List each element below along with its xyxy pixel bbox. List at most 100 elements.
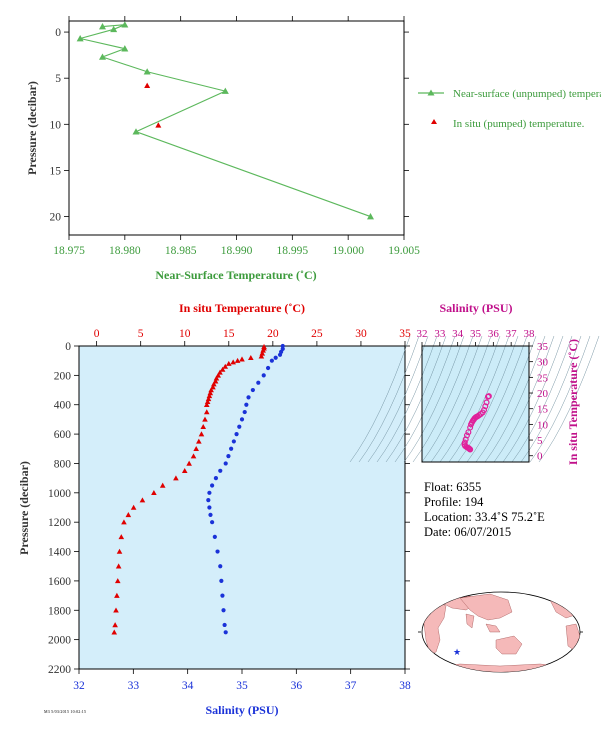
temperature-tick-label: 15	[223, 328, 235, 340]
salinity-tick-label: 33	[128, 680, 140, 692]
salinity-point	[215, 549, 220, 554]
density-contour	[421, 335, 483, 463]
temperature-point	[248, 354, 254, 360]
unpumped-temperature-point	[132, 128, 140, 135]
temperature-point	[200, 423, 207, 429]
y-tick-label: 15	[50, 165, 62, 177]
salinity-point	[207, 505, 212, 510]
density-contour	[502, 335, 564, 463]
salinity-tick-label: 36	[291, 680, 303, 692]
density-contour	[358, 335, 420, 463]
salinity-point	[210, 520, 215, 525]
ts-plot-area	[421, 345, 530, 463]
salinity-point	[213, 476, 219, 481]
density-contour	[484, 335, 546, 463]
temperature-point	[118, 534, 125, 540]
unpumped-temperature-point	[110, 25, 118, 33]
salinity-tick-label: 34	[182, 680, 194, 692]
unpumped-temperature-point	[99, 23, 106, 30]
temperature-point	[196, 438, 202, 444]
unpumped-temperature-line	[80, 24, 371, 218]
ts-x-tick-label: 37	[506, 328, 518, 340]
pressure-tick-label: 400	[54, 400, 72, 412]
ts-x-tick-label: 32	[417, 328, 428, 340]
temperature-point	[151, 490, 157, 496]
pressure-tick-label: 0	[65, 341, 71, 353]
density-contour	[385, 335, 447, 463]
profile-number: Profile: 194	[424, 495, 484, 509]
temperature-point	[207, 390, 214, 396]
ts-points	[461, 393, 492, 453]
ts-x-tick-label: 35	[470, 328, 482, 340]
salinity-point	[244, 402, 249, 407]
temperature-point	[173, 475, 179, 481]
temperature-point	[208, 387, 214, 393]
salinity-tick-label: 37	[345, 680, 357, 692]
profile-plot-area	[78, 345, 406, 670]
ts-y-tick-label: 30	[537, 357, 549, 369]
temperature-point	[130, 504, 137, 510]
salinity-point	[221, 608, 226, 613]
salinity-point	[210, 483, 215, 488]
temperature-point	[225, 360, 232, 366]
near-surface-x-label: Near-Surface Temperature (˚C)	[155, 268, 316, 282]
temperature-point	[113, 607, 119, 613]
temperature-axis-ticks: 0 5 10 15 20 25 30 35	[94, 328, 411, 346]
salinity-point	[242, 409, 247, 415]
pressure-tick-label: 800	[54, 458, 72, 470]
near-surface-x-ticks: 18.975 18.980 18.985 18.990 18.995 19.000 19.0…	[53, 16, 420, 257]
x-tick-label: 19.005	[388, 245, 420, 257]
ts-x-tick-label: 34	[452, 328, 464, 340]
ts-point	[467, 446, 474, 453]
temperature-point	[111, 629, 118, 635]
salinity-point	[222, 622, 227, 628]
density-contour	[448, 335, 510, 463]
salinity-point	[223, 461, 228, 466]
float-number: Float: 6355	[424, 480, 482, 494]
pumped-temperature-point	[155, 122, 162, 128]
density-contour	[349, 335, 411, 463]
ts-density-contours	[349, 335, 600, 463]
density-contour	[538, 335, 600, 463]
legend-label-pumped: In situ (pumped) temperature.	[453, 118, 585, 130]
density-contour	[403, 335, 465, 463]
ts-x-tick-label: 36	[488, 328, 500, 340]
temperature-point	[213, 375, 220, 381]
ts-y-tick-label: 25	[537, 372, 549, 384]
footer-stamp: M3 5/03/2015 10:02:15	[44, 709, 87, 714]
density-contour	[439, 335, 501, 463]
x-tick-label: 18.990	[221, 245, 253, 257]
float-location-star-icon: ★	[453, 647, 461, 657]
salinity-point	[229, 446, 234, 451]
temperature-point	[115, 563, 122, 569]
ts-y-tick-label: 0	[537, 451, 543, 463]
density-contour	[511, 335, 573, 463]
temperature-point	[139, 497, 146, 503]
salinity-point	[250, 387, 255, 393]
pressure-tick-label: 600	[54, 429, 72, 441]
salinity-axis-label: Salinity (PSU)	[205, 703, 278, 717]
x-tick-label: 18.980	[109, 245, 141, 257]
pumped-temperature-point	[144, 82, 151, 88]
temperature-profile-points	[111, 343, 267, 635]
density-contour	[529, 335, 591, 463]
salinity-profile-points	[206, 343, 285, 635]
temperature-point	[211, 381, 217, 387]
temperature-point	[202, 416, 208, 422]
density-contour	[466, 335, 528, 463]
ts-x-tick-label: 38	[524, 328, 536, 340]
pressure-tick-label: 1400	[48, 547, 71, 559]
ts-y-tick-label: 5	[537, 435, 543, 447]
salinity-point	[265, 365, 271, 371]
x-tick-label: 19.000	[332, 245, 364, 257]
salinity-point	[219, 578, 224, 584]
near-surface-y-label: Pressure (decibar)	[25, 81, 39, 175]
salinity-point	[207, 490, 212, 495]
x-tick-label: 18.985	[165, 245, 197, 257]
salinity-point	[246, 395, 251, 400]
temperature-point	[203, 401, 210, 407]
unpumped-temperature-point	[121, 21, 129, 28]
float-location: Location: 33.4˚S 75.2˚E	[424, 510, 545, 524]
salinity-point	[212, 534, 217, 539]
salinity-point	[269, 358, 274, 363]
